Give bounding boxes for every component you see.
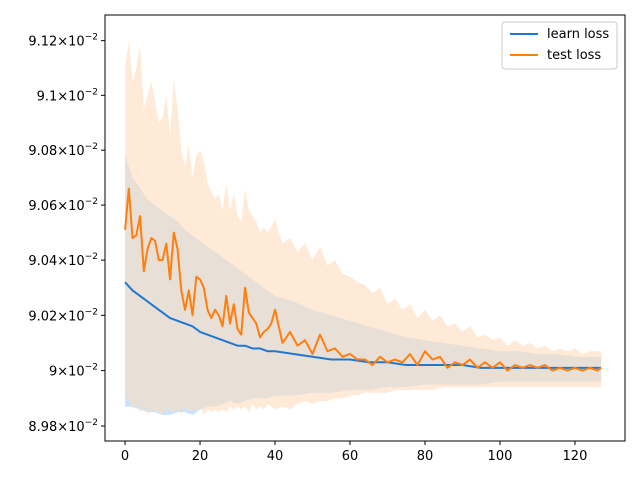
axes-frame [104, 14, 626, 442]
y-tick-label: 8.98×10−2 [28, 418, 98, 435]
test-loss-line [124, 187, 602, 372]
x-tick-label: 60 [342, 449, 359, 464]
y-tick-label: 9.12×10−2 [28, 33, 98, 50]
x-tick-label: 40 [267, 449, 284, 464]
x-tick-label: 100 [488, 449, 513, 464]
y-tick-label: 9.06×10−2 [28, 197, 98, 214]
y-tick-label: 9×10−2 [49, 363, 98, 380]
y-tick-label: 9.1×10−2 [37, 87, 98, 104]
x-tick-label: 20 [192, 449, 209, 464]
confidence-bands [125, 40, 602, 415]
test-loss-band [125, 40, 602, 415]
y-axis-ticks: 8.98×10−2 9×10−2 9.02×10−2 9.04×10−2 9.06×10… [28, 33, 105, 435]
x-tick-label: 80 [417, 449, 434, 464]
y-tick-label: 9.08×10−2 [28, 142, 98, 159]
series-lines [124, 187, 602, 372]
legend-label-learn-loss: learn loss [547, 27, 609, 42]
legend-label-test-loss: test loss [547, 48, 601, 63]
legend: learn loss test loss [501, 21, 618, 70]
x-tick-label: 120 [563, 449, 588, 464]
x-axis-ticks: 0 20 40 60 80 100 120 [121, 441, 587, 464]
y-tick-label: 9.04×10−2 [28, 252, 98, 269]
y-tick-label: 9.02×10−2 [28, 307, 98, 324]
x-tick-label: 0 [121, 449, 129, 464]
